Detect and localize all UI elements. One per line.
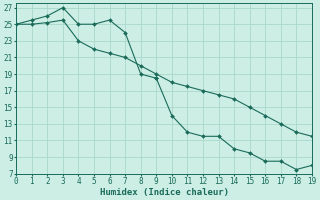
X-axis label: Humidex (Indice chaleur): Humidex (Indice chaleur)	[100, 188, 228, 197]
